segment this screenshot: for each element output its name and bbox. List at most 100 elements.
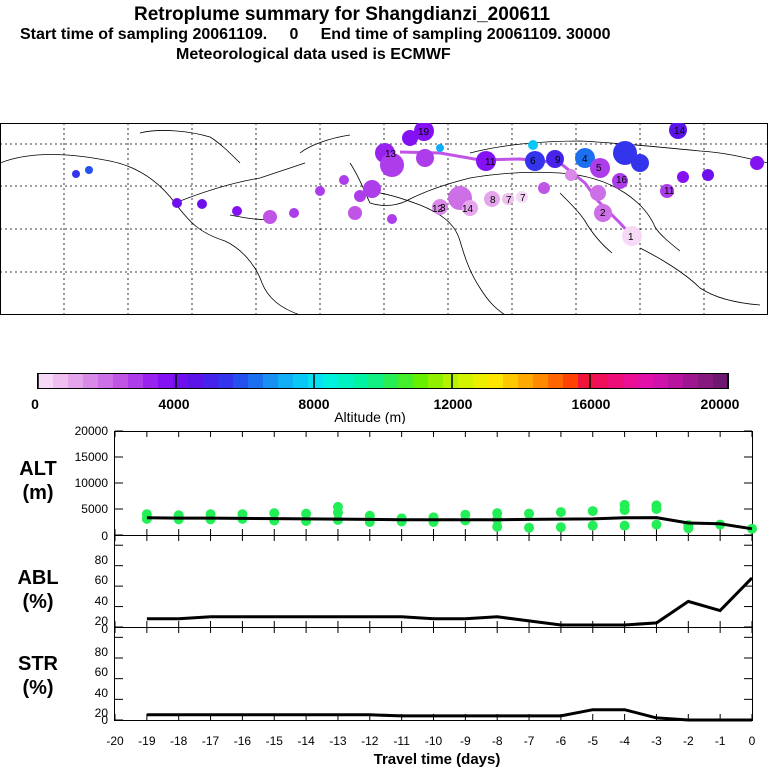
colorbar-cell [368,374,384,388]
cluster-label: 12 [432,204,444,215]
colorbar-label: Altitude (m) [334,409,406,424]
colorbar-cell [203,374,219,388]
x-tick-label: -8 [492,734,503,748]
colorbar-tick: 4000 [158,396,189,412]
x-tick-label: -13 [329,734,347,748]
cluster-marker [525,151,545,171]
cluster-marker [594,204,612,222]
cluster-marker [436,144,444,152]
alt-scatter-point [524,508,535,519]
cluster-marker [416,149,434,167]
alt-median-line [146,516,753,531]
cluster-marker [565,169,577,181]
cluster-label: 19 [418,127,430,138]
cluster-marker [402,130,418,146]
colorbar-cell [113,374,129,388]
colorbar-cell [233,374,249,388]
cluster-marker [289,208,299,218]
alt-tick: 20000 [75,424,109,438]
colorbar-cell [263,374,279,388]
x-tick-label: -18 [170,734,188,748]
colorbar-cell [98,374,114,388]
alt-unit: (m) [22,482,53,504]
alt-scatter-point [651,519,662,530]
cluster-marker [622,226,642,246]
colorbar-cell [413,374,429,388]
x-tick-label: -10 [425,734,443,748]
alt-scatter-point [619,520,630,531]
alt-scatter-point [555,507,566,518]
colorbar-cell [683,374,699,388]
retroplume-map: 1 2 3 4 5 6 7 7 8 9 11 11 12 13 14 14 16… [0,123,768,315]
chart-title: Retroplume summary for Shangdianzi_20061… [134,4,551,25]
cluster-label: 14 [462,204,474,215]
colorbar-cell [668,374,684,388]
x-tick-label: -3 [651,734,662,748]
alt-scatter-point [396,516,407,527]
x-tick-label: -6 [556,734,567,748]
alt-scatter-point [332,501,343,512]
x-tick-label: -4 [619,734,630,748]
str-tick: 80 [95,645,109,659]
x-tick-label: 0 [749,734,756,748]
cluster-marker [669,123,687,139]
cluster-marker [476,151,496,171]
cluster-marker [702,169,714,181]
alt-scatter-point [587,506,598,517]
colorbar-cell [323,374,339,388]
colorbar-cell [158,374,174,388]
x-tick-label: -14 [297,734,315,748]
cluster-label: 6 [530,156,536,167]
cluster-label: 5 [596,163,602,174]
cluster-label: 2 [600,208,606,219]
colorbar-cell [128,374,144,388]
str-panel-frame [114,627,753,721]
str-line [146,708,752,722]
abl-tick: 80 [95,553,109,567]
alt-scatter-point [651,504,662,514]
cluster-marker [354,190,366,202]
cluster-marker [590,158,610,178]
cluster-marker [414,123,434,141]
colorbar-cell [338,374,354,388]
cluster-label: 16 [616,175,628,186]
colorbar-cell [698,374,714,388]
colorbar-cell [383,374,399,388]
colorbar-cell [53,374,69,388]
colorbar-cell [248,374,264,388]
abl-panel-frame [114,535,753,628]
colorbar-cell [608,374,624,388]
colorbar-tick: 16000 [572,396,611,412]
x-axis-title: Travel time (days) [374,751,501,768]
cluster-marker [677,171,689,183]
cluster-marker [528,140,538,150]
cluster-marker [72,170,80,178]
cluster-marker [315,186,325,196]
colorbar-cell [593,374,609,388]
str-tick: 20 [95,706,109,720]
cluster-marker [538,182,550,194]
x-tick-label: -11 [393,734,410,748]
cluster-labels: 1 2 3 4 5 6 7 7 8 9 11 11 12 13 14 14 16… [385,126,686,243]
cluster-marker [85,166,93,174]
colorbar-cell [458,374,474,388]
abl-line [146,576,754,627]
colorbar-cell [173,374,189,388]
x-tick-label: -12 [361,734,379,748]
x-tick-label: -17 [202,734,220,748]
abl-label: ABL [17,567,58,589]
alt-tick: 15000 [75,450,109,464]
colorbar-cell [503,374,519,388]
colorbar-cell [398,374,414,388]
colorbar-cell [308,374,324,388]
alt-tick: 5000 [81,502,108,516]
abl-tick: 60 [95,573,109,587]
cluster-label: 11 [664,186,675,197]
cluster-marker [363,180,381,198]
cluster-marker [339,175,349,185]
abl-unit: (%) [22,591,53,613]
colorbar-cell [653,374,669,388]
cluster-marker [613,141,637,165]
cluster-marker [263,210,277,224]
cluster-marker [348,206,362,220]
